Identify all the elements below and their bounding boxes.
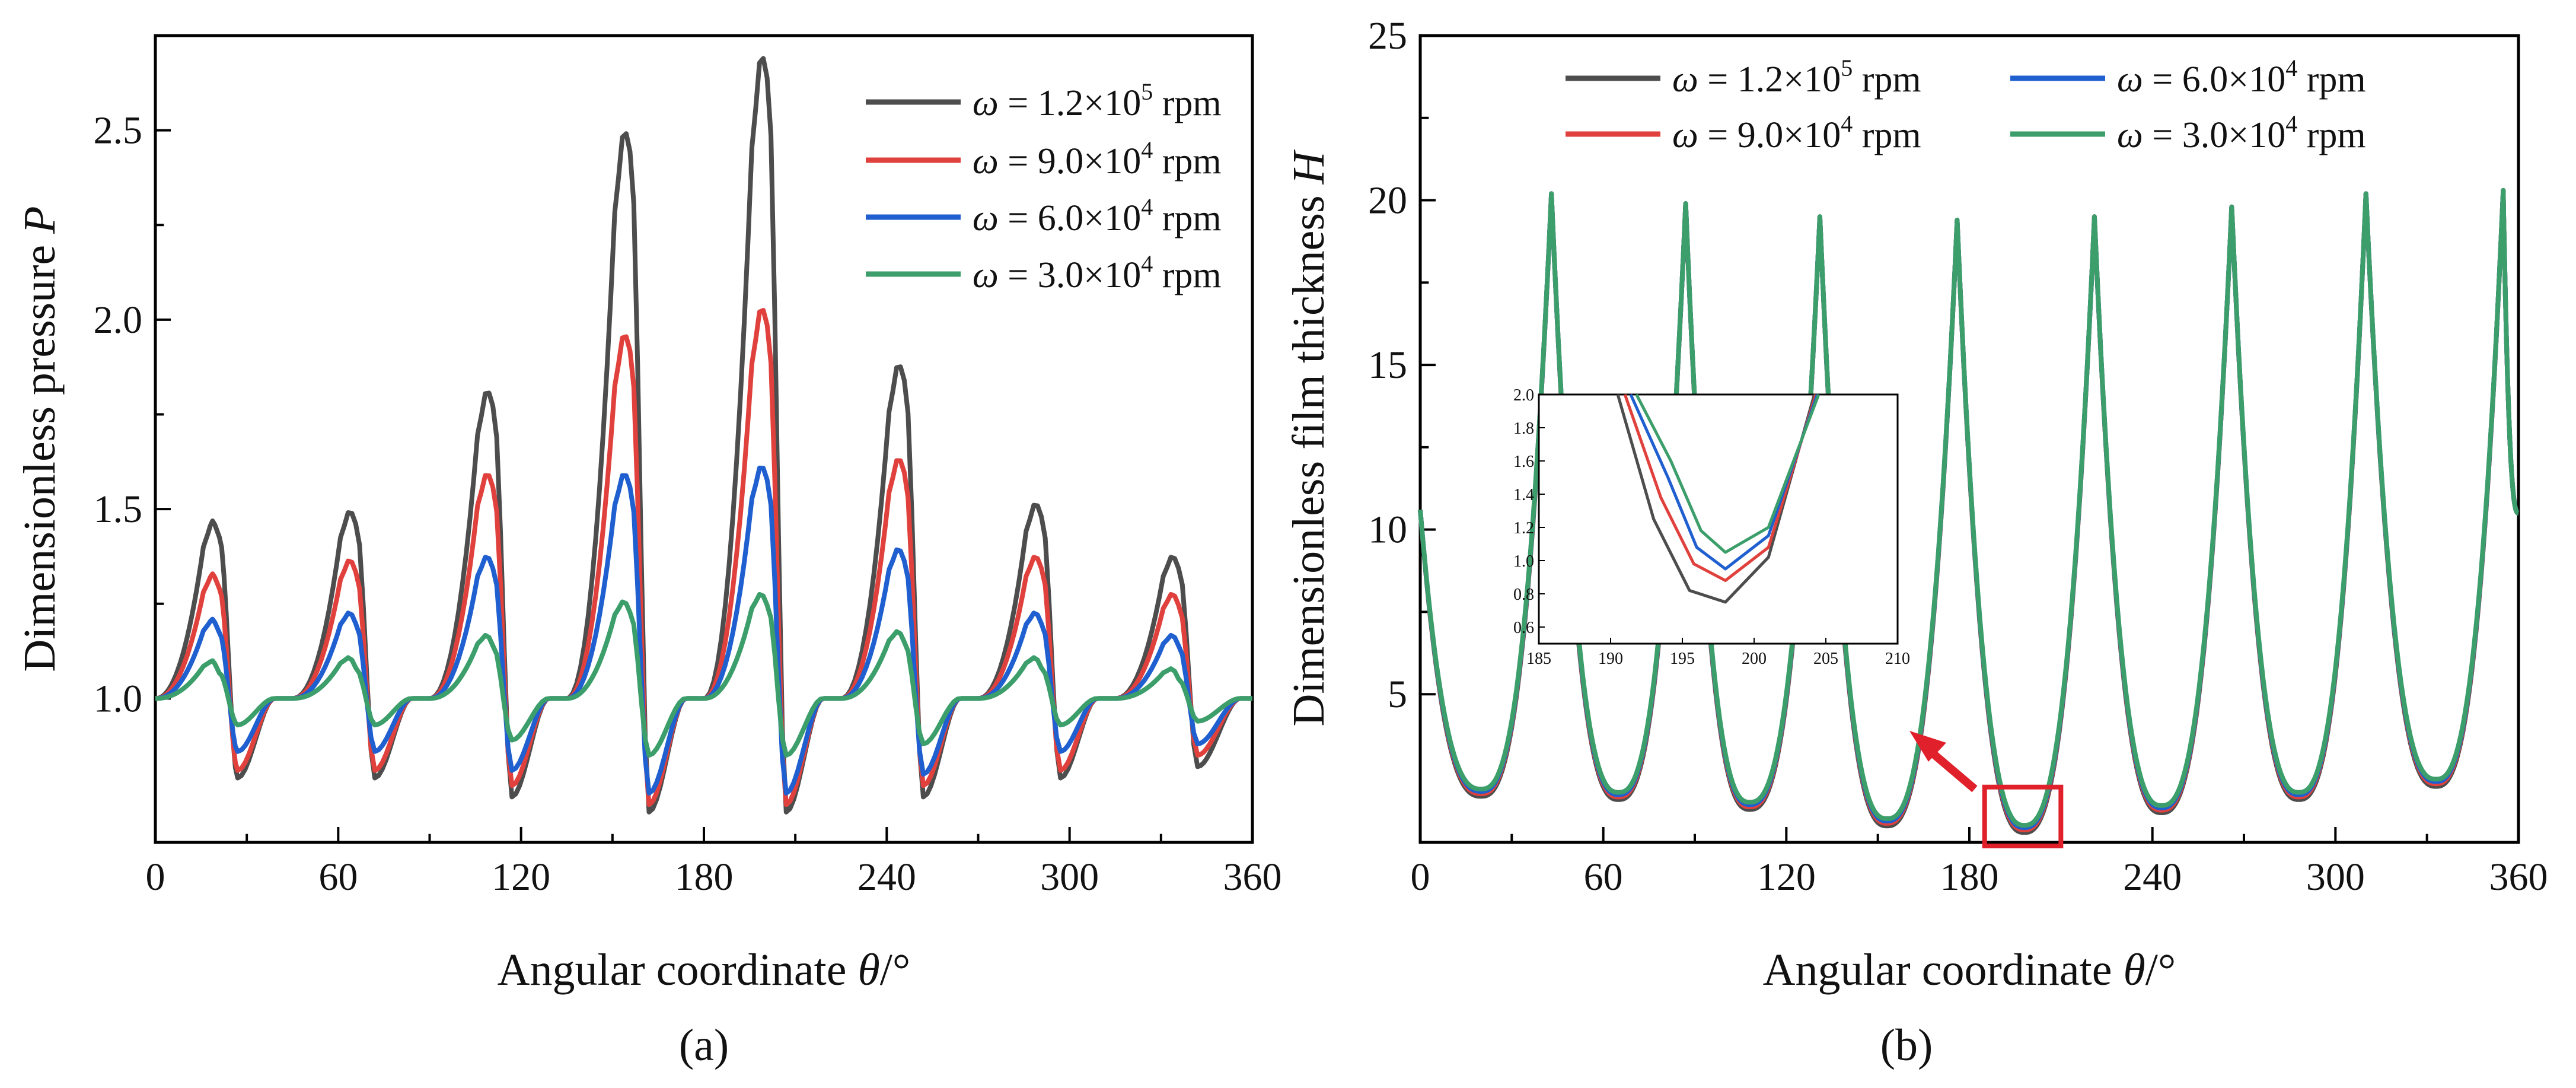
zoom-region-box (1982, 784, 2064, 849)
inset-y-tick-label: 1.4 (1513, 486, 1534, 504)
panel-a-legend: ω = 1.2×105 rpm ω = 9.0×104 rpm ω = 6.0×… (866, 78, 1222, 295)
inset-y-tick-label: 2.0 (1513, 386, 1534, 405)
inset-curves (1616, 393, 1821, 604)
panel-b-ticks (1419, 34, 2520, 842)
legend-label: ω = 9.0×104 rpm (973, 136, 1222, 182)
legend-item: ω = 1.2×105 rpm (1566, 55, 1921, 100)
panel-a-tick-labels: 0 60 120 180 240 300 360 1.0 1.5 2.0 2.5 (94, 109, 1282, 899)
legend-item: ω = 3.0×104 rpm (866, 250, 1222, 295)
legend-label: ω = 6.0×104 rpm (2117, 55, 2366, 100)
x-tick-label: 240 (2123, 855, 2182, 899)
inset-x-tick-label: 200 (1742, 650, 1767, 668)
inset-y-tick-label: 1.8 (1513, 419, 1534, 438)
panel-b-y-axis-label: Dimensionless film thickness H (1284, 149, 1334, 726)
legend-label: ω = 3.0×104 rpm (2117, 110, 2366, 155)
panel-a: 0 60 120 180 240 300 360 1.0 1.5 2.0 2.5 Dimension… (15, 34, 1282, 1070)
pressure-series-line (155, 308, 1252, 807)
film-series-line (1418, 187, 2521, 828)
x-tick-label: 60 (318, 855, 358, 899)
legend-label: ω = 1.2×105 rpm (1672, 55, 1921, 100)
x-tick-label: 120 (1757, 855, 1816, 899)
inset-x-tick-label: 190 (1598, 650, 1623, 668)
panel-a-y-axis-label: Dimensionless pressure P (15, 206, 65, 672)
zoom-arrow (1909, 731, 1978, 793)
panel-a-label: (a) (679, 1020, 729, 1070)
inset-x-tick-label: 210 (1885, 650, 1910, 668)
legend-label: ω = 6.0×104 rpm (973, 193, 1222, 238)
inset-x-tick-label: 195 (1670, 650, 1695, 668)
inset-series-line (1629, 393, 1819, 571)
x-tick-label: 120 (492, 855, 550, 899)
inset-series-line (1616, 394, 1816, 604)
inset-y-tick-label: 0.8 (1513, 586, 1534, 604)
panel-b-x-axis-label: Angular coordinate θ/° (1763, 945, 2176, 995)
y-tick-label: 15 (1368, 343, 1407, 387)
zoom-inset: 185 190 195 200 205 210 0.6 0.8 1.0 1.2 1.4 1.6 1.8 2… (1513, 386, 1910, 668)
inset-ticks (1538, 394, 1898, 644)
inset-series-line (1623, 394, 1818, 583)
x-tick-label: 0 (146, 855, 165, 899)
panel-b-curves (1418, 187, 2521, 835)
panel-a-ticks (154, 129, 1254, 842)
x-tick-label: 300 (1040, 855, 1099, 899)
inset-x-tick-label: 205 (1813, 650, 1838, 668)
y-tick-label: 25 (1368, 14, 1407, 58)
legend-item: ω = 9.0×104 rpm (866, 136, 1222, 182)
inset-y-tick-label: 1.2 (1513, 519, 1534, 537)
zoom-arrow-shaft (1924, 745, 1978, 793)
y-tick-label: 10 (1368, 508, 1407, 552)
legend-label: ω = 3.0×104 rpm (973, 250, 1222, 295)
inset-y-tick-label: 1.6 (1513, 453, 1534, 471)
legend-item: ω = 3.0×104 rpm (2010, 110, 2366, 155)
inset-frame (1538, 393, 1899, 645)
y-tick-label: 5 (1388, 673, 1407, 716)
inset-tick-labels: 185 190 195 200 205 210 0.6 0.8 1.0 1.2 1.4 1.6 1.8 2… (1513, 386, 1910, 668)
panel-b-legend: ω = 1.2×105 rpm ω = 6.0×104 rpm ω = 9.0×… (1566, 55, 2366, 155)
x-tick-label: 360 (2489, 855, 2548, 899)
x-tick-label: 180 (675, 855, 734, 899)
inset-background (1539, 395, 1898, 644)
inset-y-tick-label: 1.0 (1513, 552, 1534, 571)
inset-series-line (1635, 393, 1821, 554)
y-tick-label: 1.5 (94, 488, 143, 531)
y-tick-label: 2.5 (94, 109, 143, 152)
panel-a-curves (155, 56, 1252, 815)
x-tick-label: 0 (1411, 855, 1430, 899)
legend-item: ω = 6.0×104 rpm (2010, 55, 2366, 100)
x-tick-label: 300 (2306, 855, 2365, 899)
panel-b-label: (b) (1880, 1020, 1933, 1070)
legend-label: ω = 1.2×105 rpm (973, 78, 1222, 123)
y-tick-label: 2.0 (94, 298, 143, 342)
panel-b-tick-labels: 0 60 120 180 240 300 360 5 10 15 20 25 (1368, 14, 2548, 899)
panel-b: 0 60 120 180 240 300 360 5 10 15 20 25 Dimensionles… (1284, 14, 2548, 1070)
inset-y-tick-label: 0.6 (1513, 619, 1534, 637)
panel-a-x-axis-label: Angular coordinate θ/° (498, 945, 911, 995)
y-tick-label: 20 (1368, 179, 1407, 222)
x-tick-label: 180 (1940, 855, 1999, 899)
pressure-series-line (155, 591, 1252, 758)
legend-label: ω = 9.0×104 rpm (1672, 110, 1921, 155)
x-tick-label: 60 (1584, 855, 1623, 899)
legend-item: ω = 9.0×104 rpm (1566, 110, 1921, 155)
y-tick-label: 1.0 (94, 677, 143, 720)
zoom-arrow-head (1909, 731, 1946, 762)
legend-item: ω = 6.0×104 rpm (866, 193, 1222, 238)
x-tick-label: 360 (1223, 855, 1282, 899)
pressure-series-line (155, 465, 1252, 796)
legend-item: ω = 1.2×105 rpm (866, 78, 1222, 123)
inset-x-tick-label: 185 (1526, 650, 1551, 668)
x-tick-label: 240 (857, 855, 916, 899)
